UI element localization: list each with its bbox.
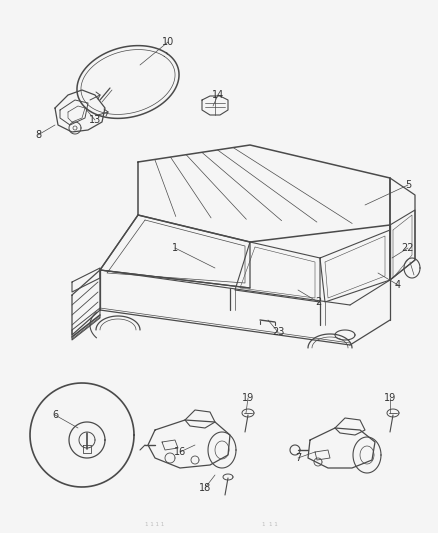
Text: 14: 14 bbox=[212, 90, 224, 100]
Text: 19: 19 bbox=[242, 393, 254, 403]
Text: 18: 18 bbox=[199, 483, 211, 493]
Text: 1 1 1 1: 1 1 1 1 bbox=[145, 522, 165, 528]
Text: 1  1 1: 1 1 1 bbox=[262, 522, 278, 528]
Text: 8: 8 bbox=[35, 130, 41, 140]
Text: 16: 16 bbox=[174, 447, 186, 457]
Text: 19: 19 bbox=[384, 393, 396, 403]
Text: 1: 1 bbox=[172, 243, 178, 253]
Text: 7: 7 bbox=[295, 453, 301, 463]
Text: 23: 23 bbox=[272, 327, 284, 337]
Text: 10: 10 bbox=[162, 37, 174, 47]
Text: 4: 4 bbox=[395, 280, 401, 290]
Text: 2: 2 bbox=[315, 297, 321, 307]
Text: 6: 6 bbox=[52, 410, 58, 420]
Text: 22: 22 bbox=[402, 243, 414, 253]
Text: 5: 5 bbox=[405, 180, 411, 190]
Text: 13: 13 bbox=[89, 115, 101, 125]
